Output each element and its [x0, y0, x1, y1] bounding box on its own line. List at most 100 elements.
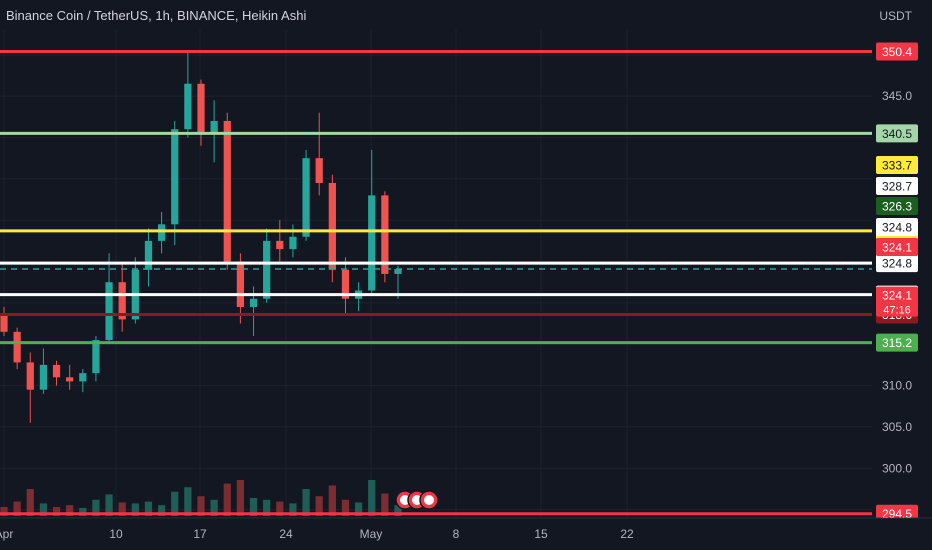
volume-bar — [26, 489, 34, 516]
volume-bar — [0, 507, 8, 516]
candle-body — [26, 362, 34, 390]
volume-bar — [341, 499, 350, 516]
price-badge — [876, 254, 918, 273]
chart-title: Binance Coin / TetherUS, 1h, BINANCE, He… — [6, 8, 307, 23]
price-badge — [876, 156, 918, 174]
candle-body — [144, 240, 153, 270]
candle-body — [66, 377, 74, 382]
volume-bar — [236, 480, 245, 516]
candle-body — [263, 240, 271, 299]
candle-body — [0, 315, 8, 332]
currency-label: USDT — [879, 9, 912, 23]
price-axis-panel — [872, 0, 932, 550]
volume-bar — [118, 502, 126, 516]
event-flag-icon — [400, 495, 410, 505]
candle-body — [394, 268, 402, 274]
price-badge-label: 340.5 — [882, 127, 912, 141]
volume-bar — [263, 499, 271, 516]
volume-bar — [39, 503, 48, 516]
volume-bar — [394, 505, 402, 516]
volume-bar — [79, 507, 87, 516]
volume-bar — [105, 494, 113, 516]
price-badge-label: 324.8 — [882, 257, 912, 271]
price-badge — [876, 197, 918, 215]
x-tick-label: May — [360, 527, 383, 541]
x-tick-label: 15 — [534, 527, 548, 541]
volume-bar — [171, 491, 179, 516]
volume-bar — [368, 480, 376, 516]
price-badge — [876, 124, 918, 143]
volume-bar — [223, 483, 231, 516]
volume-bar — [92, 499, 100, 516]
candle-body — [289, 236, 297, 250]
candle-body — [315, 158, 323, 183]
volume-bar — [131, 503, 139, 516]
price-badge — [876, 218, 918, 236]
candle-body — [210, 120, 218, 134]
volume-bar — [197, 496, 205, 516]
y-tick-label: 300.0 — [882, 461, 912, 475]
y-tick-label: 345.0 — [882, 89, 912, 103]
x-tick-label: 22 — [620, 527, 634, 541]
volume-bar — [184, 487, 192, 516]
volume-bar — [13, 501, 21, 516]
candle-body — [249, 298, 258, 308]
volume-bar — [157, 505, 166, 516]
countdown-label: 47:16 — [883, 305, 911, 317]
candle-body — [92, 340, 100, 374]
volume-bar — [249, 498, 258, 516]
x-tick-label: 17 — [193, 527, 207, 541]
candle-body — [79, 373, 87, 382]
volume-bar — [289, 503, 297, 516]
price-badge — [876, 333, 918, 352]
volume-bar — [210, 499, 218, 516]
volume-bar — [276, 501, 284, 516]
candle-body — [236, 261, 245, 308]
volume-bar — [302, 489, 310, 516]
x-tick-label: 10 — [109, 527, 123, 541]
candle-body — [368, 195, 376, 291]
candle-body — [118, 282, 126, 320]
candle-body — [302, 158, 310, 237]
price-badge-label: 333.7 — [882, 159, 912, 173]
volume-bar — [144, 501, 153, 516]
current-price-label: 324.1 — [882, 289, 912, 303]
price-badge — [876, 238, 918, 256]
volume-bar — [328, 485, 336, 516]
candle-body — [184, 83, 192, 130]
price-badge-label: 315.2 — [882, 336, 912, 350]
price-badge-label: 326.3 — [882, 200, 912, 214]
candle-body — [381, 195, 389, 274]
candle-body — [171, 129, 179, 225]
event-flag-icon — [424, 495, 434, 505]
current-price-badge — [876, 286, 918, 317]
candle-body — [341, 269, 350, 299]
price-badge — [876, 42, 918, 61]
candle-body — [39, 364, 48, 390]
time-axis-panel — [0, 518, 932, 550]
event-flag-icon — [412, 495, 422, 505]
x-tick-label: 8 — [453, 527, 460, 541]
candle-body — [105, 282, 113, 341]
price-badge-label: 350.4 — [882, 45, 912, 59]
volume-bar — [66, 505, 74, 516]
price-badge — [876, 177, 918, 195]
candle-body — [157, 224, 166, 241]
x-tick-label: 24 — [279, 527, 293, 541]
price-badge-label: 328.7 — [882, 180, 912, 194]
candle-body — [223, 120, 231, 262]
volume-bar — [315, 496, 323, 516]
candle-body — [13, 331, 21, 363]
price-badge-label: 324.8 — [882, 221, 912, 235]
candle-body — [197, 83, 205, 134]
candle-body — [52, 364, 61, 378]
candle-body — [328, 182, 336, 270]
y-tick-label: 310.0 — [882, 379, 912, 393]
candle-body — [276, 240, 284, 250]
price-badge-label: 324.1 — [882, 241, 912, 255]
y-tick-label: 305.0 — [882, 420, 912, 434]
volume-bar — [52, 507, 61, 516]
